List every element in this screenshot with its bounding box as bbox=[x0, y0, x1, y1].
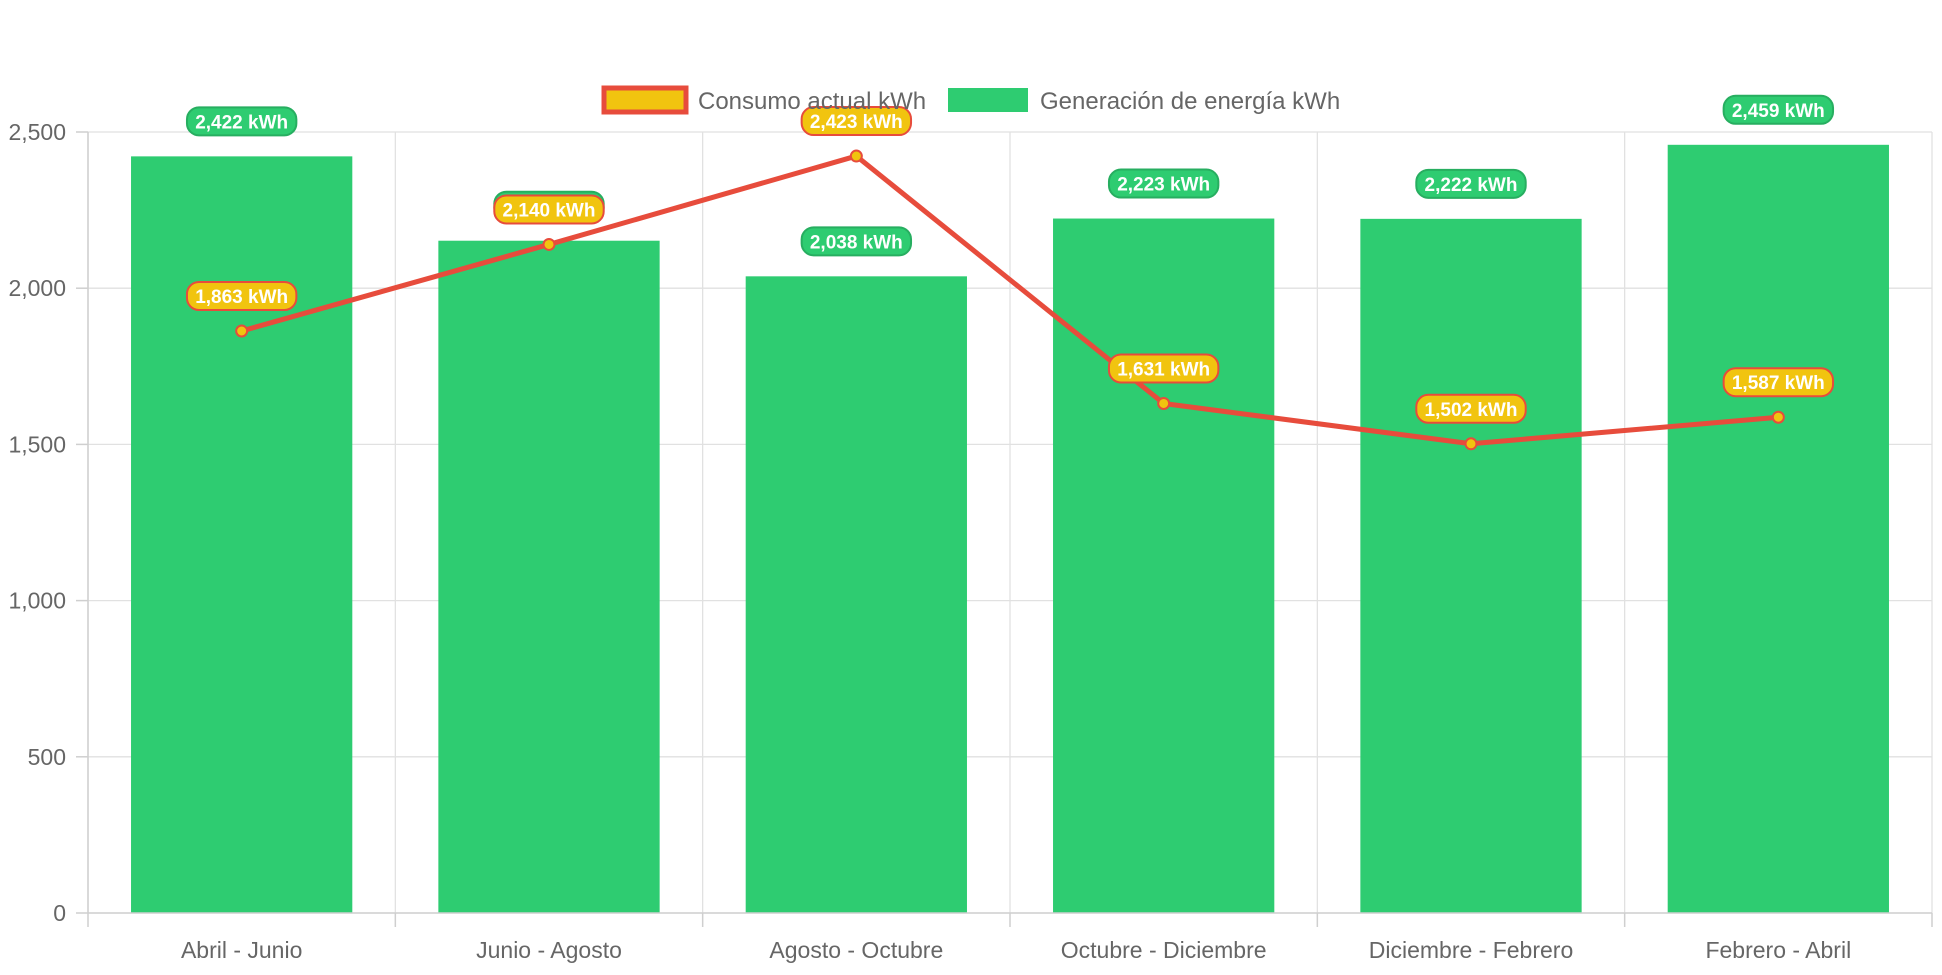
bar[interactable] bbox=[745, 276, 967, 913]
line-point[interactable] bbox=[235, 324, 249, 338]
x-tick-label: Abril - Junio bbox=[181, 937, 302, 963]
line-data-label-text: 2,140 kWh bbox=[503, 200, 596, 221]
y-tick-label: 1,000 bbox=[8, 588, 66, 614]
bar-data-label-text: 2,459 kWh bbox=[1732, 101, 1825, 122]
data-labels: 2,422 kWh 2,140 kWh 2,038 kWh 2,223 kWh 2,22… bbox=[185, 94, 1835, 424]
line-data-label-bg bbox=[800, 106, 913, 137]
bar-data-label: 2,223 kWh bbox=[1107, 168, 1220, 199]
legend-swatch-generacion bbox=[948, 88, 1028, 112]
bar[interactable] bbox=[1667, 144, 1889, 913]
bar[interactable] bbox=[438, 240, 660, 913]
y-tick-label: 2,500 bbox=[8, 119, 66, 145]
bar[interactable] bbox=[131, 156, 353, 914]
bar-data-label-bg bbox=[1415, 168, 1527, 199]
bar-data-label: 2,422 kWh bbox=[185, 106, 298, 137]
axes: 0 500 1,000 1,500 2,000 2,500 Abril - Junio Jun… bbox=[8, 119, 1933, 963]
series-line bbox=[240, 153, 1779, 447]
bar-data-label: 2,459 kWh bbox=[1722, 94, 1835, 125]
bar-data-label-text: 2,222 kWh bbox=[1425, 175, 1518, 196]
bar-data-label: 2,222 kWh bbox=[1415, 168, 1527, 199]
legend-label-consumo: Consumo actual kWh bbox=[698, 88, 926, 115]
line-data-label-text: 1,863 kWh bbox=[195, 287, 288, 308]
line-data-label-bg bbox=[1722, 367, 1835, 398]
bar-data-label: 2,038 kWh bbox=[800, 226, 913, 257]
bar-series bbox=[131, 144, 1889, 914]
line-data-label-text: 1,502 kWh bbox=[1425, 400, 1518, 421]
y-tick-label: 500 bbox=[28, 744, 66, 770]
line-data-label-bg bbox=[1107, 353, 1220, 384]
line-data-label: 1,587 kWh bbox=[1722, 367, 1835, 398]
line-data-label-text: 2,423 kWh bbox=[810, 112, 903, 133]
x-tick-label: Octubre - Diciembre bbox=[1061, 937, 1267, 963]
bar[interactable] bbox=[1360, 218, 1582, 914]
legend-swatch-consumo bbox=[601, 85, 689, 115]
line-data-label-bg bbox=[185, 280, 298, 311]
line-data-label: 2,423 kWh bbox=[800, 106, 913, 137]
line-point[interactable] bbox=[1771, 410, 1785, 424]
line-point[interactable] bbox=[1464, 437, 1478, 451]
x-tick-label: Agosto - Octubre bbox=[769, 937, 943, 963]
line-series bbox=[235, 149, 1785, 451]
line-data-label-text: 1,587 kWh bbox=[1732, 373, 1825, 394]
line-data-label-bg bbox=[493, 194, 605, 225]
line-data-label: 1,502 kWh bbox=[1415, 393, 1527, 424]
legend[interactable]: Consumo actual kWh Generación de energía … bbox=[601, 85, 1340, 115]
bar-data-label-text: 2,038 kWh bbox=[810, 232, 903, 253]
x-tick-label: Junio - Agosto bbox=[476, 937, 622, 963]
bar-data-label-text: 2,223 kWh bbox=[1117, 175, 1210, 196]
legend-item-generacion[interactable]: Generación de energía kWh bbox=[948, 88, 1340, 115]
line-point[interactable] bbox=[542, 237, 556, 251]
bar-data-label-bg bbox=[800, 226, 913, 257]
line-data-label: 1,631 kWh bbox=[1107, 353, 1220, 384]
line-data-label-text: 1,631 kWh bbox=[1117, 359, 1210, 380]
line-data-label-bg bbox=[1415, 393, 1527, 424]
bar[interactable] bbox=[1053, 218, 1275, 914]
y-tick-label: 0 bbox=[53, 900, 66, 926]
line-point[interactable] bbox=[849, 149, 863, 163]
bar-data-label-bg bbox=[1107, 168, 1220, 199]
x-tick-label: Diciembre - Febrero bbox=[1369, 937, 1574, 963]
line-data-label: 1,863 kWh bbox=[185, 280, 298, 311]
y-tick-label: 1,500 bbox=[8, 431, 66, 457]
x-tick-label: Febrero - Abril bbox=[1705, 937, 1851, 963]
bar-data-label-text: 2,422 kWh bbox=[195, 112, 288, 133]
legend-label-generacion: Generación de energía kWh bbox=[1040, 88, 1340, 115]
line-point[interactable] bbox=[1157, 396, 1171, 410]
bar-data-label-bg bbox=[1722, 94, 1835, 125]
bar-data-label-bg bbox=[185, 106, 298, 137]
y-tick-label: 2,000 bbox=[8, 275, 66, 301]
grid bbox=[87, 131, 1933, 914]
legend-item-consumo[interactable]: Consumo actual kWh bbox=[601, 85, 926, 115]
line-data-label: 2,140 kWh bbox=[493, 194, 605, 225]
